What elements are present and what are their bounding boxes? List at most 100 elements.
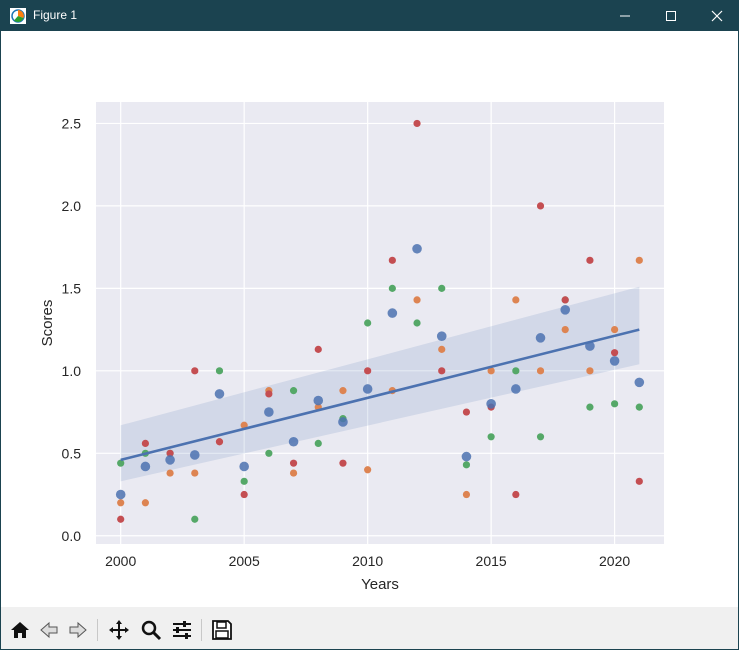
series-3-point	[289, 459, 298, 467]
minimize-button[interactable]	[602, 1, 648, 31]
regression-point	[288, 436, 299, 447]
series-1-point	[166, 469, 174, 477]
window-title: Figure 1	[33, 8, 78, 22]
regression-point	[214, 389, 225, 399]
series-1-point	[117, 499, 125, 507]
series-2-point	[536, 433, 545, 441]
regression-point	[436, 331, 447, 341]
regression-point	[362, 384, 373, 394]
series-2-point	[611, 400, 619, 408]
x-tick-label: 2000	[105, 553, 136, 569]
series-2-point	[265, 449, 273, 457]
series-2-point	[289, 387, 298, 395]
x-tick-label: 2020	[599, 553, 630, 569]
regression-point	[140, 461, 151, 472]
series-3-point	[215, 438, 224, 446]
configure-subplots-button[interactable]	[168, 616, 196, 644]
series-2-point	[438, 284, 446, 292]
series-2-point	[586, 403, 594, 411]
series-1-point	[561, 325, 569, 334]
toolbar-separator	[201, 619, 202, 641]
series-3-point	[265, 390, 273, 398]
series-3-point	[339, 459, 347, 467]
regression-point	[634, 377, 645, 388]
app-icon	[10, 8, 26, 24]
series-3-point	[240, 490, 248, 499]
zoom-button[interactable]	[137, 616, 165, 644]
plot-area	[96, 102, 664, 544]
save-button[interactable]	[208, 616, 236, 644]
regression-point	[412, 243, 422, 254]
series-2-point	[215, 367, 224, 375]
series-3-point	[166, 449, 174, 457]
regression-point	[486, 399, 496, 409]
pan-button[interactable]	[105, 616, 133, 644]
series-1-point	[586, 367, 594, 375]
series-3-point	[117, 515, 125, 523]
figure-canvas[interactable]: 2000 2005 2010 2015 2020 0.0 0.5 1.0 1.5 2.0 2.5 Y…	[1, 31, 738, 607]
series-3-point	[364, 367, 372, 375]
x-tick-label: 2015	[476, 553, 507, 569]
regression-point	[387, 308, 398, 318]
regression-point	[609, 356, 620, 366]
series-3-point	[561, 296, 569, 304]
zoom-icon	[141, 620, 162, 641]
save-icon	[212, 620, 232, 640]
series-1-point	[191, 469, 199, 477]
y-tick-label: 0.0	[62, 528, 82, 544]
home-button[interactable]	[6, 616, 34, 644]
series-2-point	[364, 319, 372, 327]
series-2-point	[413, 319, 421, 327]
home-icon	[11, 622, 29, 638]
regression-point	[313, 395, 324, 406]
back-button[interactable]	[35, 616, 63, 644]
series-2-point	[240, 477, 248, 485]
series-1-point	[339, 387, 347, 395]
configure-subplots-icon	[173, 621, 191, 639]
x-tick-label: 2005	[229, 553, 260, 569]
series-2-point	[512, 367, 520, 375]
regression-point	[511, 384, 521, 394]
series-1-point	[536, 367, 545, 375]
y-tick-label: 1.0	[62, 363, 82, 379]
series-1-point	[512, 296, 520, 304]
series-1-point	[487, 367, 495, 375]
series-2-point	[191, 515, 199, 523]
pan-icon	[109, 620, 129, 640]
series-1-point	[364, 466, 372, 474]
x-tick-label: 2010	[352, 553, 383, 569]
title-bar[interactable]: Figure 1	[1, 1, 738, 31]
regression-point	[189, 450, 200, 460]
close-button[interactable]	[694, 1, 739, 31]
y-tick-label: 2.0	[62, 198, 82, 214]
y-tick-label: 2.5	[62, 115, 82, 131]
series-1-point	[462, 490, 471, 499]
series-3-point	[635, 477, 643, 485]
series-3-point	[586, 256, 594, 264]
chart: 2000 2005 2010 2015 2020 0.0 0.5 1.0 1.5 2.0 2.5 Y…	[39, 102, 664, 593]
series-2-point	[487, 433, 495, 441]
maximize-icon	[666, 11, 676, 21]
series-3-point	[611, 349, 619, 357]
regression-point	[338, 417, 348, 427]
x-axis-label: Years	[361, 576, 399, 593]
close-icon	[711, 10, 723, 22]
forward-icon	[69, 621, 87, 639]
forward-button[interactable]	[64, 616, 92, 644]
series-2-point	[388, 284, 396, 292]
regression-point	[264, 407, 274, 417]
navigation-toolbar	[1, 607, 738, 649]
series-3-point	[462, 408, 471, 416]
series-2-point	[314, 439, 322, 447]
series-3-point	[536, 202, 545, 210]
series-1-point	[289, 469, 298, 477]
series-3-point	[413, 119, 421, 128]
maximize-button[interactable]	[648, 1, 694, 31]
series-2-point	[117, 459, 125, 467]
toolbar-separator	[97, 619, 98, 641]
regression-point	[535, 333, 546, 343]
minimize-icon	[620, 15, 630, 17]
regression-point	[115, 489, 126, 500]
regression-point	[239, 461, 249, 472]
